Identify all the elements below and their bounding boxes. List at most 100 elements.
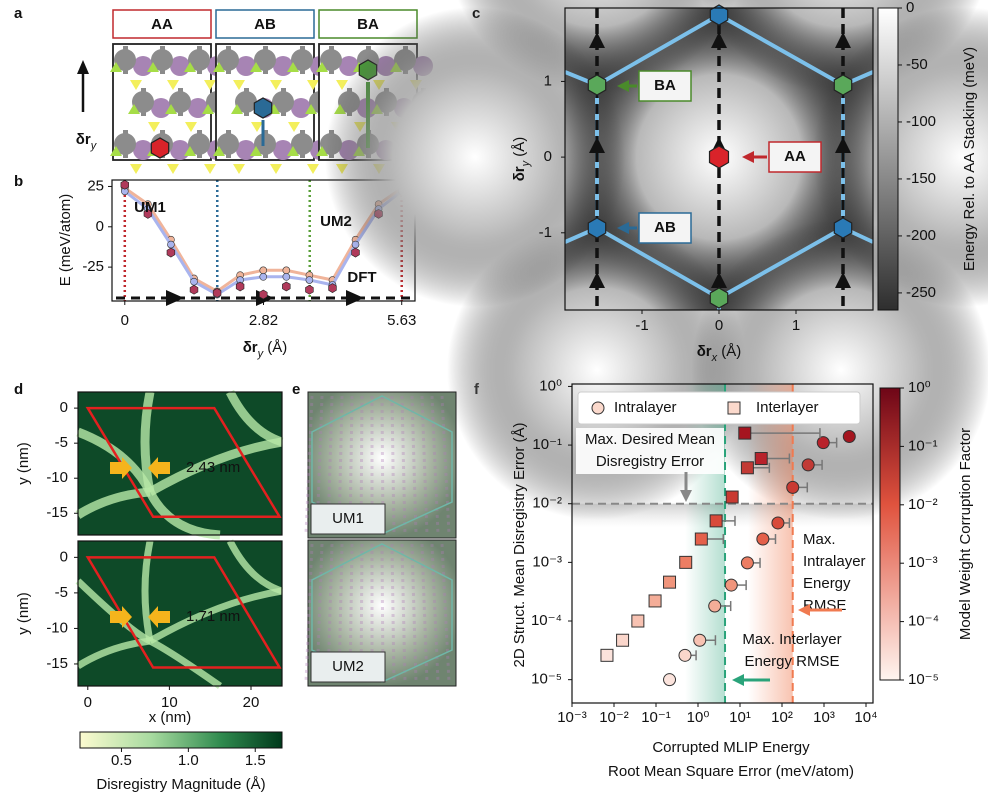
y-axis-label: y (nm)	[15, 442, 32, 485]
x-axis-label: Root Mean Square Error (meV/atom)	[608, 763, 854, 780]
annotation: AA	[784, 148, 806, 165]
colorbar-tick-label: -100	[906, 113, 936, 130]
intralayer-point	[740, 556, 754, 570]
annotation-box	[768, 141, 822, 173]
stripe	[326, 395, 334, 535]
atom-yellow	[307, 80, 319, 90]
path-arrow	[166, 290, 184, 306]
y-tick-label: -1	[539, 224, 552, 241]
legend-label: Interlayer	[756, 399, 819, 416]
y-tick-label: 10⁻³	[532, 553, 562, 570]
dft-point	[120, 179, 129, 190]
model-label: UM1	[332, 510, 364, 527]
moire-cell	[85, 406, 282, 519]
atom-yellow	[167, 80, 179, 90]
axes-frame	[571, 383, 874, 704]
domain-wall	[141, 540, 154, 642]
dft-point	[189, 284, 199, 295]
atom-yellow	[204, 164, 216, 174]
atom-gray	[188, 49, 210, 71]
model-point	[282, 266, 291, 275]
stacking-marker	[587, 217, 607, 239]
atom-purple	[273, 56, 293, 76]
atom-gray	[235, 91, 257, 113]
annotation-box	[638, 212, 692, 244]
stripe	[430, 395, 440, 535]
axis-label: δry (Å)	[243, 339, 288, 360]
dft-point	[166, 247, 176, 258]
atom-yellow	[288, 122, 300, 132]
interlayer-point	[725, 490, 739, 504]
panel-letter: b	[14, 173, 23, 190]
width-arrow	[110, 457, 132, 479]
colorbar-tick-label: 0.5	[111, 752, 132, 769]
atom-green	[316, 62, 328, 72]
stripe	[400, 395, 407, 535]
x-tick-label: 10⁻¹	[641, 709, 671, 726]
width-arrow	[110, 606, 132, 628]
width-arrow	[148, 457, 170, 479]
colorbar-tick-label: -50	[906, 56, 928, 73]
axis-label-part: δr	[511, 166, 528, 181]
stripe	[348, 395, 354, 535]
x-tick-label: 0	[715, 317, 723, 334]
axis-label-part: y	[257, 348, 265, 360]
y-tick-label: -5	[55, 434, 68, 451]
y-tick-label: 0	[60, 399, 68, 416]
atom-purple	[170, 140, 190, 160]
stripe	[440, 543, 451, 683]
intralayer-point	[724, 578, 738, 592]
x-tick-label: 10⁴	[854, 709, 877, 726]
y-axis-label: E (meV/atom)	[57, 194, 74, 287]
axis-label: δry (Å)	[511, 137, 532, 182]
stripe	[326, 543, 334, 683]
atom-green	[287, 62, 299, 72]
colorbar-tick-label: 1.5	[245, 752, 266, 769]
stripe	[440, 395, 451, 535]
axes-frame	[77, 540, 283, 687]
x-tick-label: 10	[161, 694, 178, 711]
atom-green	[287, 146, 299, 156]
intralayer-point	[801, 458, 815, 472]
stripe	[359, 395, 364, 535]
atom-green	[213, 62, 225, 72]
atom-yellow	[130, 80, 142, 90]
model-point	[259, 272, 268, 281]
interlayer-point	[738, 426, 752, 440]
model-point	[190, 277, 198, 286]
x-axis-label: x (nm)	[149, 709, 192, 726]
label-box	[310, 651, 386, 683]
axes-frame	[77, 391, 283, 536]
annotation-arrow-head	[798, 604, 810, 616]
domain-wall	[75, 487, 151, 519]
annotation-arrow-head	[732, 674, 744, 686]
stripe	[400, 543, 407, 683]
interlayer-point	[709, 514, 723, 528]
x-tick-label: 2.82	[249, 312, 278, 329]
stripe	[348, 543, 354, 683]
stacking-label: AA	[151, 16, 173, 33]
stacking-label: BA	[357, 16, 379, 33]
dft-point	[212, 288, 222, 298]
atom-gray	[114, 49, 136, 71]
y-tick-label: 25	[87, 177, 104, 194]
model-point	[305, 276, 314, 284]
colorbar-tick-label: 0	[906, 0, 914, 16]
stripe	[430, 543, 440, 683]
intralayer-point	[693, 633, 707, 647]
stripe	[315, 395, 324, 535]
atom-green	[250, 146, 262, 156]
x-axis-label: Corrupted MLIP Energy	[652, 739, 810, 756]
heatmap-bg	[78, 392, 282, 535]
y-tick-label: -15	[46, 655, 68, 672]
intralayer-point	[663, 673, 677, 687]
annotation-bg	[576, 428, 724, 474]
stripe	[380, 395, 385, 535]
interlayer-point	[740, 461, 754, 475]
interlayer-point	[648, 594, 662, 608]
axis-label-part: (Å)	[263, 339, 287, 356]
annotation: Energy RMSE	[744, 653, 839, 670]
stacking-marker	[587, 74, 607, 96]
x-tick-label: 0	[84, 694, 92, 711]
